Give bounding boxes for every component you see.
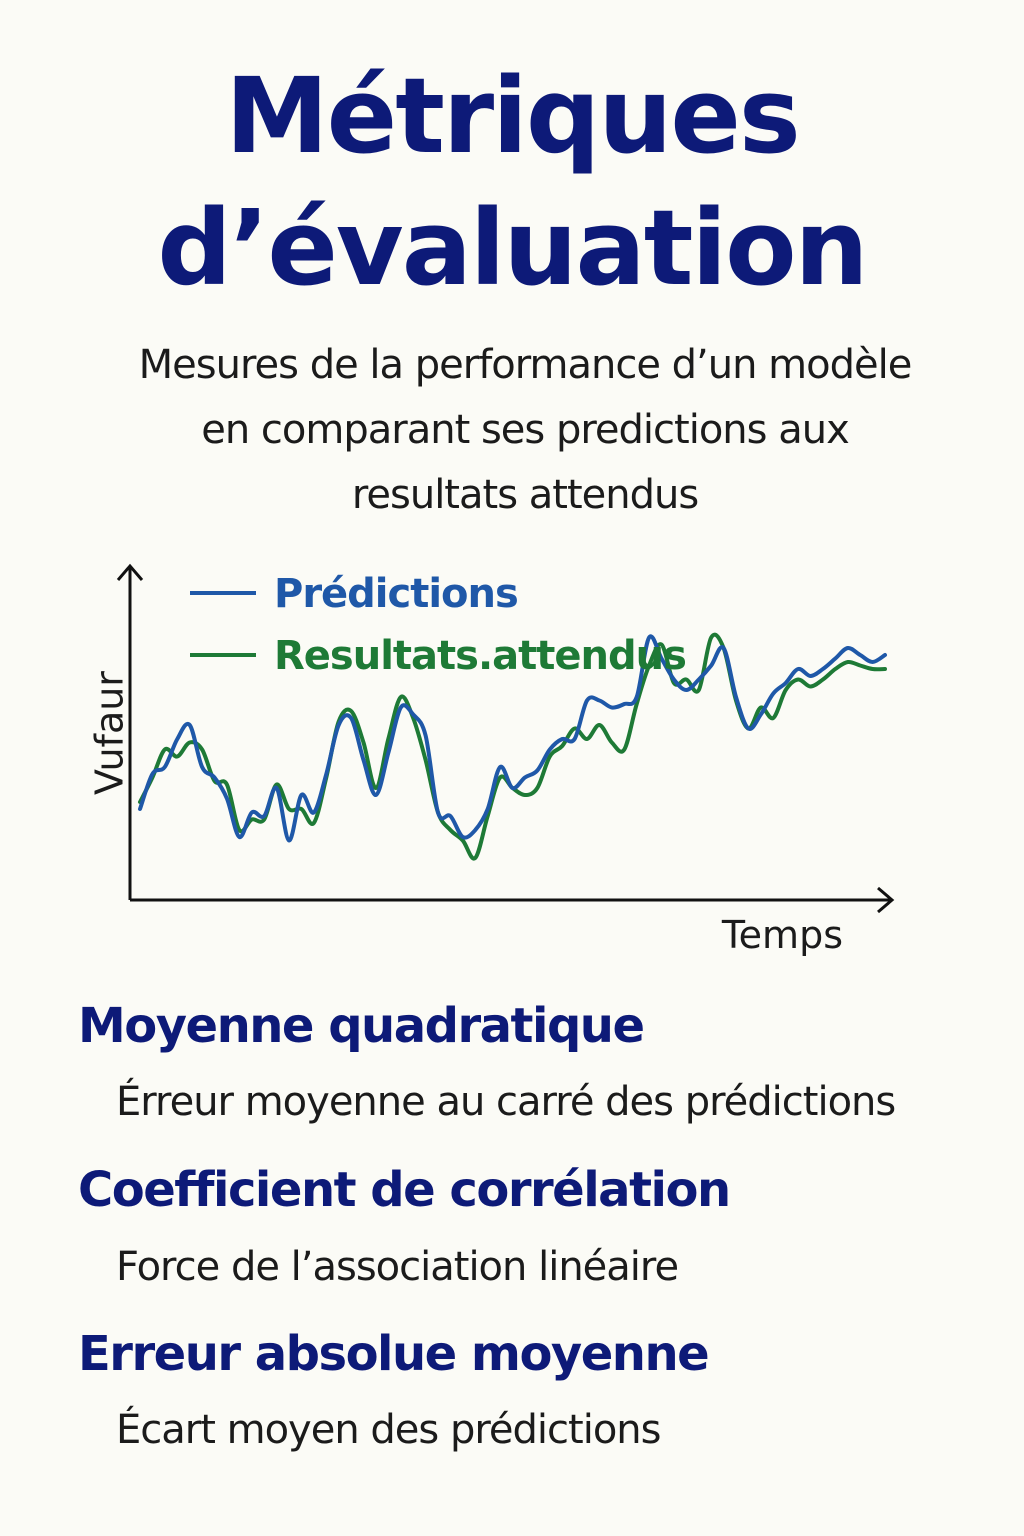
metric-desc-rmse: Érreur moyenne au carré des prédictions [116, 1079, 896, 1125]
metric-title-mae: Erreur absolue moyenne [78, 1326, 710, 1382]
x-axis-label: Temps [721, 913, 843, 957]
x-axis [130, 886, 895, 914]
page-title-line-1: Métriques [225, 55, 801, 177]
subtitle-line-2: en comparant ses predictions aux [201, 407, 850, 453]
subtitle-line-1: Mesures de la performance d’un modèle [138, 342, 913, 388]
legend-label-predictions: Prédictions [274, 571, 518, 617]
subtitle-line-3: resultats attendus [351, 472, 699, 518]
y-axis [116, 563, 144, 900]
line-chart: Vufaur Temps Prédictions Resultats.atten… [88, 563, 895, 957]
metric-desc-correlation: Force de l’association linéaire [116, 1244, 679, 1290]
series-line-predictions [138, 634, 887, 843]
series-layer [138, 632, 887, 861]
legend-label-attendus: Resultats.attendus [274, 633, 686, 679]
legend: Prédictions Resultats.attendus [190, 571, 687, 679]
page-title-line-2: d’évaluation [157, 187, 868, 309]
metric-desc-mae: Écart moyen des prédictions [116, 1407, 661, 1453]
y-axis-label: Vufaur [88, 671, 132, 795]
metric-title-correlation: Coefficient de corrélation [78, 1162, 731, 1218]
metric-title-rmse: Moyenne quadratique [78, 998, 645, 1054]
